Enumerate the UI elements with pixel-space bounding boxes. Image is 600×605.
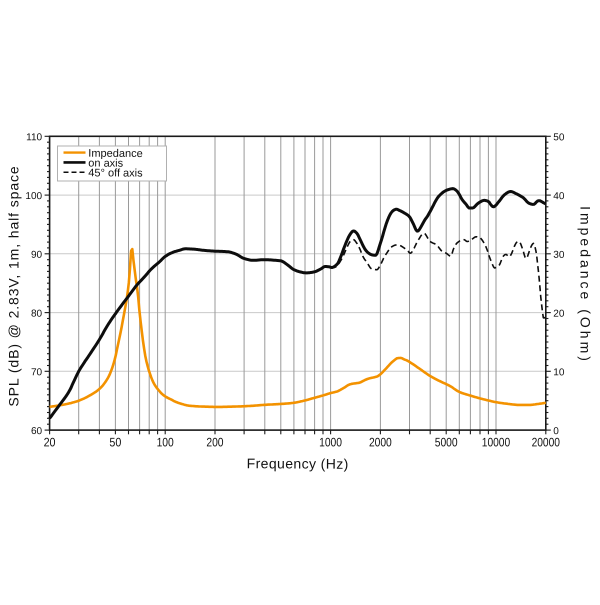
svg-text:2000: 2000 bbox=[369, 435, 392, 449]
svg-text:Impedance: Impedance bbox=[88, 148, 142, 160]
svg-text:20000: 20000 bbox=[532, 435, 560, 449]
svg-text:40: 40 bbox=[553, 191, 565, 202]
svg-text:90: 90 bbox=[31, 250, 43, 261]
svg-text:20: 20 bbox=[553, 309, 565, 320]
svg-text:10: 10 bbox=[553, 367, 565, 378]
svg-text:80: 80 bbox=[31, 309, 43, 320]
svg-text:Impedance (Ohm): Impedance (Ohm) bbox=[578, 206, 594, 364]
svg-text:50: 50 bbox=[109, 435, 121, 449]
svg-text:100: 100 bbox=[25, 191, 42, 202]
svg-text:200: 200 bbox=[206, 435, 223, 449]
svg-text:60: 60 bbox=[31, 426, 43, 437]
svg-text:50: 50 bbox=[553, 132, 565, 143]
svg-text:1000: 1000 bbox=[319, 435, 342, 449]
svg-text:on axis: on axis bbox=[88, 158, 123, 170]
svg-text:SPL (dB) @ 2.83V, 1m, half spa: SPL (dB) @ 2.83V, 1m, half space bbox=[6, 165, 22, 406]
svg-text:20: 20 bbox=[44, 435, 56, 449]
svg-text:100: 100 bbox=[157, 435, 174, 449]
svg-text:30: 30 bbox=[553, 250, 565, 261]
svg-text:10000: 10000 bbox=[482, 435, 510, 449]
svg-text:5000: 5000 bbox=[435, 435, 458, 449]
svg-text:Frequency (Hz): Frequency (Hz) bbox=[247, 455, 349, 472]
svg-text:45° off axis: 45° off axis bbox=[88, 167, 143, 179]
svg-text:110: 110 bbox=[26, 132, 42, 143]
svg-text:70: 70 bbox=[31, 367, 43, 378]
svg-text:0: 0 bbox=[553, 426, 559, 437]
